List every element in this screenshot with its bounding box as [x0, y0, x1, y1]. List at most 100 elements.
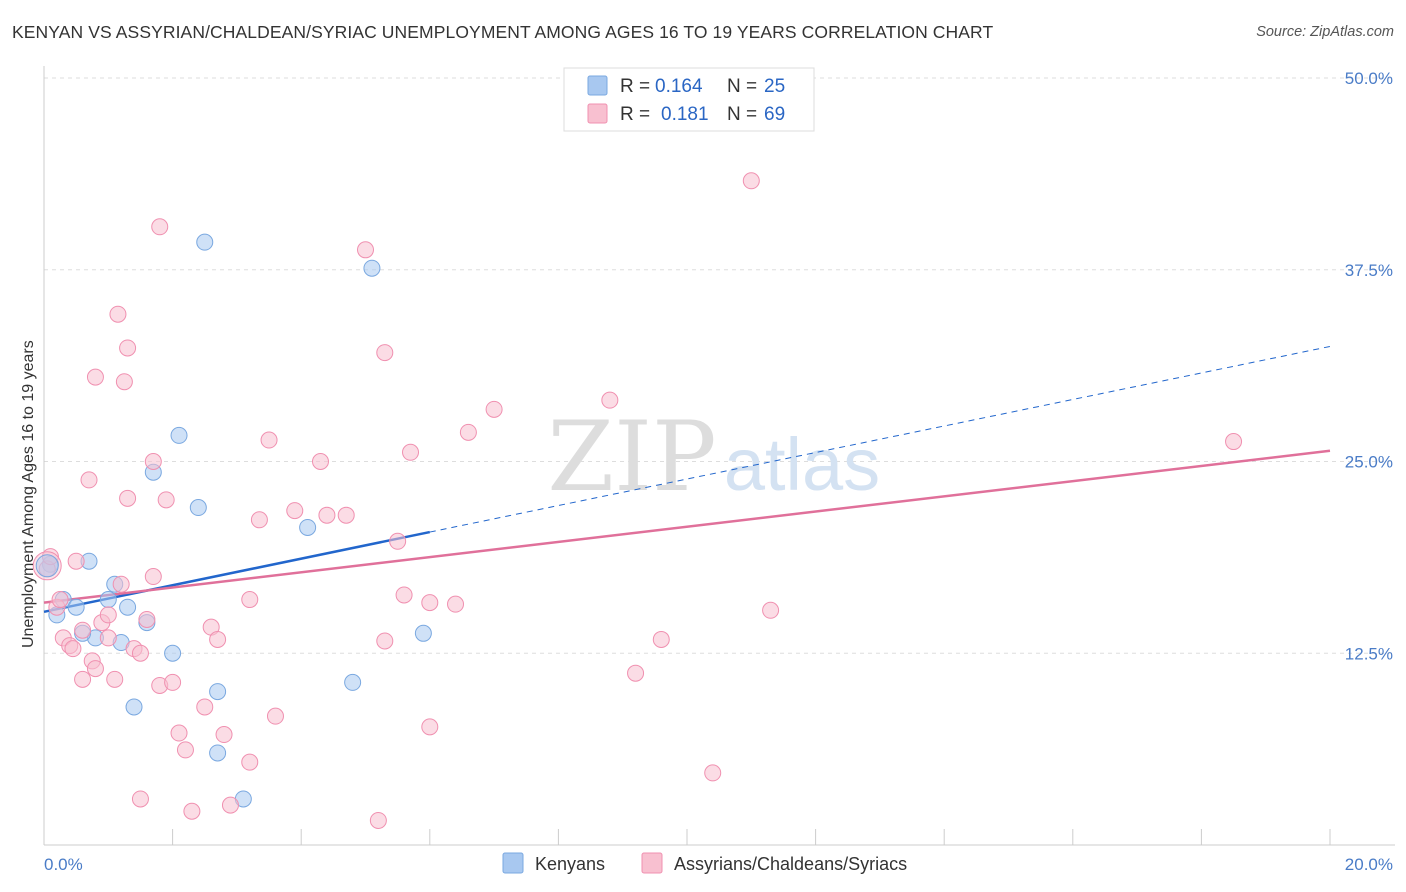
legend-bottom-label: Assyrians/Chaldeans/Syriacs [674, 854, 907, 874]
data-point-assyrians [74, 621, 92, 639]
chart-title: KENYAN VS ASSYRIAN/CHALDEAN/SYRIAC UNEMP… [12, 22, 994, 42]
chart-source: Source: ZipAtlas.com [1256, 24, 1394, 40]
data-point-assyrians [221, 796, 239, 814]
data-point-cluster [32, 551, 62, 581]
y-tick-label: 37.5% [1345, 261, 1393, 280]
data-point-cluster [35, 554, 59, 578]
watermark-zip: ZIP [547, 401, 716, 513]
data-point-assyrians [138, 611, 156, 629]
data-point-kenyans [209, 683, 227, 701]
data-point-assyrians [115, 373, 133, 391]
data-point-assyrians [183, 802, 201, 820]
data-point-assyrians [286, 502, 304, 520]
data-point-kenyans [344, 673, 362, 691]
data-point-assyrians [1225, 433, 1243, 451]
data-point-assyrians [67, 552, 85, 570]
data-point-kenyans [170, 426, 188, 444]
data-point-assyrians [215, 726, 233, 744]
data-point-assyrians [421, 718, 439, 736]
grid-lines [44, 77, 1395, 654]
legend-bottom: Kenyans Assyrians/Chaldeans/Syriacs [502, 852, 907, 874]
data-point-assyrians [337, 506, 355, 524]
data-point-assyrians [109, 305, 127, 323]
legend-r-label: R = [620, 104, 650, 125]
data-point-assyrians [376, 344, 394, 362]
data-point-assyrians [106, 670, 124, 688]
tick-labels: 12.5% 25.0% 37.5% 50.0% 0.0% 20.0% [44, 69, 1393, 874]
data-point-kenyans [363, 259, 381, 277]
data-point-assyrians [376, 632, 394, 650]
data-point-assyrians [164, 673, 182, 691]
legend-bottom-swatch [502, 852, 524, 874]
legend-n-label: N = [727, 76, 757, 97]
legend-n-label: N = [727, 104, 757, 125]
data-point-assyrians [762, 601, 780, 619]
data-point-assyrians [209, 630, 227, 648]
data-point-kenyans [209, 744, 227, 762]
legend-top: R = 0.164 N = 25 R = 0.181 N = 69 [563, 67, 815, 132]
data-point-assyrians [459, 423, 477, 441]
y-tick-label: 50.0% [1345, 69, 1393, 88]
data-point-assyrians [157, 491, 175, 509]
data-point-assyrians [357, 241, 374, 259]
data-point-kenyans [189, 499, 207, 517]
legend-swatch [587, 103, 608, 124]
data-point-kenyans [299, 518, 317, 536]
data-point-assyrians [41, 548, 59, 566]
data-point-assyrians [389, 532, 407, 550]
data-point-assyrians [485, 400, 503, 418]
data-point-assyrians [80, 471, 98, 489]
data-point-kenyans [414, 624, 432, 642]
y-axis-label: Unemployment Among Ages 16 to 19 years [20, 340, 37, 648]
data-point-assyrians [86, 660, 104, 678]
data-point-assyrians [742, 172, 760, 190]
trend-line-assyrians [43, 449, 1331, 604]
data-point-assyrians [112, 575, 130, 593]
data-point-kenyans [196, 233, 214, 251]
data-point-assyrians [131, 790, 149, 808]
data-point-assyrians [99, 606, 117, 624]
data-point-assyrians [119, 489, 137, 507]
legend-r-value: 0.164 [655, 76, 703, 97]
data-point-assyrians [51, 591, 69, 609]
data-points [32, 172, 1243, 829]
data-point-assyrians [196, 698, 214, 716]
data-point-assyrians [99, 629, 117, 647]
data-point-assyrians [86, 368, 104, 386]
legend-r-label: R = [620, 76, 650, 97]
data-point-assyrians [318, 506, 336, 524]
data-point-assyrians [627, 664, 645, 682]
y-tick-label: 25.0% [1345, 453, 1393, 472]
data-point-assyrians [64, 640, 82, 658]
data-point-kenyans [99, 591, 117, 609]
data-point-assyrians [144, 568, 162, 586]
data-point-assyrians [119, 339, 137, 357]
data-point-assyrians [260, 431, 278, 449]
data-point-assyrians [241, 753, 259, 771]
data-point-assyrians [369, 811, 387, 829]
data-point-assyrians [601, 391, 619, 409]
data-point-assyrians [402, 443, 420, 461]
legend-bottom-label: Kenyans [535, 854, 605, 874]
data-point-kenyans [119, 598, 137, 616]
data-point-assyrians [250, 511, 268, 529]
data-point-kenyans [125, 698, 143, 716]
data-point-assyrians [421, 594, 439, 612]
x-tick-label: 20.0% [1345, 855, 1393, 874]
axes [43, 66, 1395, 846]
data-point-assyrians [131, 644, 149, 662]
legend-swatch [587, 75, 608, 96]
data-point-assyrians [176, 741, 194, 759]
data-point-assyrians [395, 586, 413, 604]
data-point-assyrians [311, 453, 329, 470]
data-point-kenyans [67, 598, 85, 616]
y-tick-label: 12.5% [1345, 644, 1393, 663]
data-point-assyrians [170, 724, 188, 742]
data-point-kenyans [164, 644, 182, 662]
data-point-assyrians [74, 670, 92, 688]
legend-n-value: 69 [764, 104, 785, 125]
legend-bottom-swatch [641, 852, 663, 874]
data-point-assyrians [266, 707, 284, 725]
data-point-assyrians [144, 453, 162, 470]
